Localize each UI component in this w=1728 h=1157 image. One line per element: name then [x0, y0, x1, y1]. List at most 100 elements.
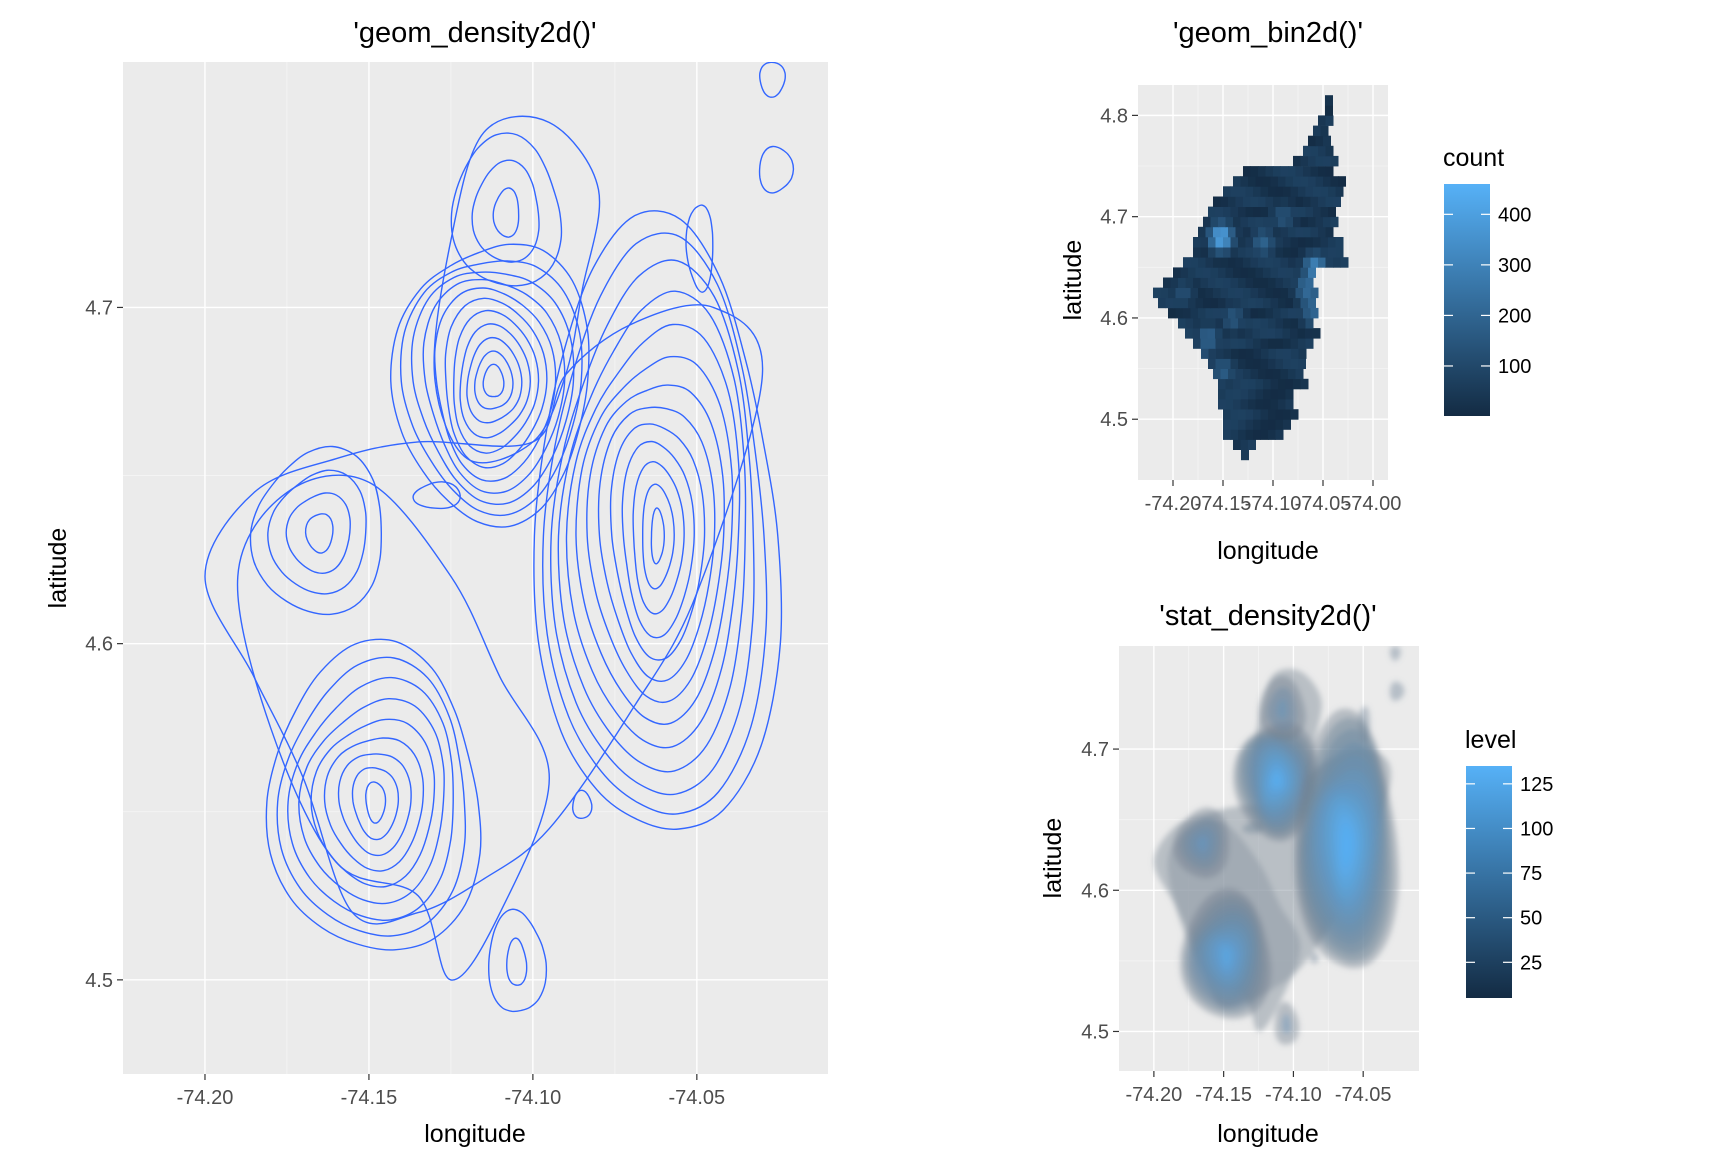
contour-line: [459, 323, 532, 439]
chart-left-y-ticks: 4.5 4.6 4.7: [85, 297, 123, 992]
contour-line: [267, 469, 367, 595]
bin-cell: [1323, 176, 1331, 187]
bin-cell: [1230, 277, 1239, 288]
bin-cell: [1313, 186, 1321, 197]
bin-cell: [1215, 328, 1223, 339]
contour-line: [265, 638, 482, 951]
bin-cell: [1290, 328, 1298, 339]
contour-line: [473, 350, 514, 410]
bin-cell: [1278, 176, 1286, 187]
bin-cell: [1285, 378, 1294, 390]
bin-cell: [1333, 196, 1341, 207]
bin-cell: [1250, 287, 1259, 299]
bin-cell: [1315, 135, 1324, 147]
legend-count-title: count: [1443, 144, 1504, 172]
bin-cell: [1270, 388, 1279, 400]
bin-cell: [1230, 328, 1238, 339]
bin-cell: [1230, 186, 1239, 197]
bin-cell: [1255, 388, 1264, 400]
bin-cell: [1215, 358, 1224, 369]
bin-cell: [1230, 237, 1239, 248]
bin-cell: [1308, 155, 1316, 167]
bin-cell: [1215, 318, 1224, 329]
bin-cell: [1260, 419, 1269, 430]
bin-cell: [1225, 297, 1234, 309]
chart-bottom-right-density: [1153, 646, 1405, 1045]
bin-cell: [1178, 277, 1186, 288]
bin-cell: [1280, 368, 1289, 380]
bin-cell: [1308, 216, 1316, 228]
bin-cell: [1283, 348, 1292, 359]
bin-cell: [1295, 196, 1304, 207]
bin-cell: [1303, 307, 1311, 319]
bin-cell: [1253, 338, 1261, 349]
bin-cell: [1220, 287, 1229, 299]
bin-cell: [1298, 318, 1306, 329]
bin-cell: [1270, 378, 1279, 390]
bin-cell: [1295, 287, 1304, 299]
contour-line: [759, 62, 786, 98]
density-band: [1310, 951, 1319, 964]
bin-cell: [1200, 247, 1209, 258]
bin-cell: [1185, 277, 1194, 288]
bin-cell: [1238, 409, 1246, 420]
bin-cell: [1225, 399, 1234, 410]
bin-cell: [1320, 206, 1329, 218]
bin-cell: [1253, 429, 1261, 440]
density-band: [1276, 698, 1288, 720]
bin-cell: [1268, 429, 1276, 440]
bin-cell: [1285, 388, 1294, 400]
bin-cell: [1290, 237, 1299, 248]
legend-count-tick-label: 300: [1498, 255, 1531, 277]
bin-cell: [1240, 297, 1249, 309]
chart-bottom-right-y-ticks: 4.5 4.6 4.7: [1081, 739, 1119, 1043]
bin-cell: [1270, 297, 1279, 309]
chart-left-y-tick-label: 4.5: [85, 970, 113, 992]
bin-cell: [1273, 307, 1281, 319]
bin-cell: [1258, 196, 1266, 207]
bin-cell: [1223, 348, 1232, 359]
bin-cell: [1258, 307, 1266, 319]
bin-cell: [1305, 206, 1314, 218]
bin-cell: [1260, 277, 1269, 288]
legend-level-tick-label: 25: [1520, 952, 1542, 974]
chart-left-y-axis-title: latitude: [44, 528, 72, 609]
contour-line: [571, 789, 593, 820]
bin-cell: [1230, 206, 1239, 218]
bin-cell: [1260, 206, 1269, 218]
bin-cell: [1230, 318, 1239, 329]
bin-cell: [1220, 368, 1229, 380]
bin-cell: [1208, 318, 1216, 329]
bin-cell: [1308, 297, 1316, 309]
bin-cell: [1240, 267, 1249, 278]
bin-cell: [1253, 186, 1261, 197]
bin-cell: [1213, 287, 1221, 299]
bin-cell: [1268, 247, 1276, 258]
bin-cell: [1315, 216, 1324, 228]
bin-cell: [1223, 277, 1231, 288]
bin-cell: [1231, 348, 1239, 359]
bin-cell: [1238, 429, 1246, 440]
bin-cell: [1263, 378, 1271, 390]
bin-cell: [1198, 307, 1206, 319]
bin-cell: [1270, 399, 1279, 410]
legend-level-tick-label: 125: [1520, 774, 1553, 796]
contour-line: [390, 243, 590, 528]
bin-cell: [1273, 196, 1281, 207]
bin-cell: [1318, 226, 1326, 238]
bin-cell: [1318, 145, 1326, 157]
bin-cell: [1283, 409, 1291, 420]
bin-cell: [1238, 237, 1246, 248]
bin-cell: [1205, 257, 1214, 268]
bin-cell: [1263, 297, 1271, 309]
contour-line: [285, 492, 351, 575]
bin-cell: [1338, 176, 1346, 187]
contour-line: [758, 145, 795, 194]
bin-cell: [1255, 216, 1264, 228]
bin-cell: [1248, 176, 1256, 187]
bin-cell: [1320, 125, 1329, 137]
bin-cell: [1273, 368, 1281, 380]
bin-cell: [1313, 206, 1321, 218]
contour-line: [597, 406, 716, 682]
bin-cell: [1223, 358, 1231, 369]
